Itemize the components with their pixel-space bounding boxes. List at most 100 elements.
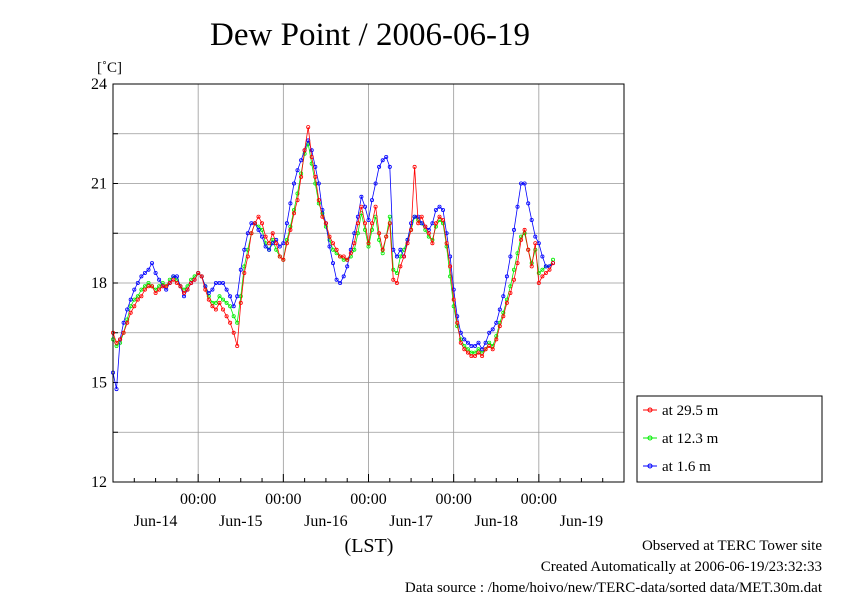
- data-point: [526, 247, 531, 252]
- data-point: [252, 221, 257, 226]
- data-point: [497, 324, 502, 329]
- series-line: [112, 139, 554, 390]
- data-point: [451, 287, 456, 292]
- data-point: [391, 267, 396, 272]
- data-point: [231, 304, 236, 309]
- data-point: [128, 310, 133, 315]
- data-point: [355, 221, 360, 226]
- data-point: [398, 247, 403, 252]
- footer-created: Created Automatically at 2006-06-19/23:3…: [541, 559, 822, 575]
- data-point: [522, 181, 527, 186]
- data-point: [377, 164, 382, 169]
- data-point: [512, 267, 517, 272]
- data-point: [132, 304, 137, 309]
- data-point: [362, 221, 367, 226]
- data-point: [373, 204, 378, 209]
- data-point: [437, 214, 442, 219]
- data-point: [220, 280, 225, 285]
- data-point: [472, 343, 477, 348]
- data-point: [174, 280, 179, 285]
- data-point: [373, 181, 378, 186]
- data-point: [153, 290, 158, 295]
- data-point: [259, 221, 264, 226]
- data-point: [235, 343, 240, 348]
- data-point: [490, 327, 495, 332]
- data-point: [228, 294, 233, 299]
- x-axis-label: (LST): [345, 535, 394, 557]
- data-point: [487, 343, 492, 348]
- data-point: [455, 314, 460, 319]
- data-point: [231, 330, 236, 335]
- data-point: [405, 241, 410, 246]
- data-point: [242, 247, 247, 252]
- data-point: [267, 241, 272, 246]
- data-point: [440, 207, 445, 212]
- data-point: [448, 264, 453, 269]
- data-point: [220, 307, 225, 312]
- data-point: [547, 267, 552, 272]
- data-point: [171, 277, 176, 282]
- data-point: [476, 340, 481, 345]
- data-point: [426, 231, 431, 236]
- data-point: [380, 247, 385, 252]
- data-point: [483, 340, 488, 345]
- data-point: [135, 280, 140, 285]
- data-point: [476, 350, 481, 355]
- data-point: [220, 297, 225, 302]
- data-point: [487, 330, 492, 335]
- data-point: [256, 227, 261, 232]
- y-unit-label: [˚C]: [97, 60, 122, 76]
- data-point: [536, 270, 541, 275]
- data-point: [206, 290, 211, 295]
- data-point: [146, 267, 151, 272]
- data-point: [341, 274, 346, 279]
- data-point: [178, 284, 183, 289]
- x-time-label: 00:00: [350, 491, 386, 508]
- plot-frame: [112, 83, 625, 483]
- data-point: [341, 254, 346, 259]
- data-point: [529, 264, 534, 269]
- data-point: [472, 353, 477, 358]
- data-point: [256, 214, 261, 219]
- data-point: [369, 221, 374, 226]
- data-point: [416, 221, 421, 226]
- data-point: [334, 247, 339, 252]
- legend-label: at 12.3 m: [662, 431, 719, 447]
- data-point: [196, 270, 201, 275]
- data-point: [213, 280, 218, 285]
- data-point: [174, 274, 179, 279]
- data-point: [164, 284, 169, 289]
- data-point: [508, 254, 513, 259]
- data-point: [362, 227, 367, 232]
- data-point: [210, 304, 215, 309]
- data-point: [526, 201, 531, 206]
- x-day-label: Jun-16: [304, 513, 348, 530]
- data-point: [348, 251, 353, 256]
- data-point: [121, 330, 126, 335]
- data-point: [125, 307, 130, 312]
- data-point: [448, 274, 453, 279]
- data-point: [142, 287, 147, 292]
- data-point: [352, 241, 357, 246]
- data-point: [281, 257, 286, 262]
- data-point: [288, 201, 293, 206]
- data-point: [501, 314, 506, 319]
- data-point: [494, 320, 499, 325]
- data-point: [515, 261, 520, 266]
- x-day-label: Jun-19: [560, 513, 604, 530]
- data-point: [316, 181, 321, 186]
- data-point: [295, 191, 300, 196]
- data-point: [540, 274, 545, 279]
- y-tick-label: 18: [91, 275, 107, 292]
- data-point: [540, 267, 545, 272]
- legend-label: at 29.5 m: [662, 403, 719, 419]
- y-tick-label: 21: [91, 176, 107, 193]
- legend-entry: at 1.6 m: [643, 459, 711, 475]
- data-point: [267, 247, 272, 252]
- data-point: [504, 274, 509, 279]
- data-point: [409, 227, 414, 232]
- data-point: [345, 257, 350, 262]
- legend-items: at 29.5 m at 12.3 m at 1.6 m: [643, 403, 719, 475]
- data-point: [189, 280, 194, 285]
